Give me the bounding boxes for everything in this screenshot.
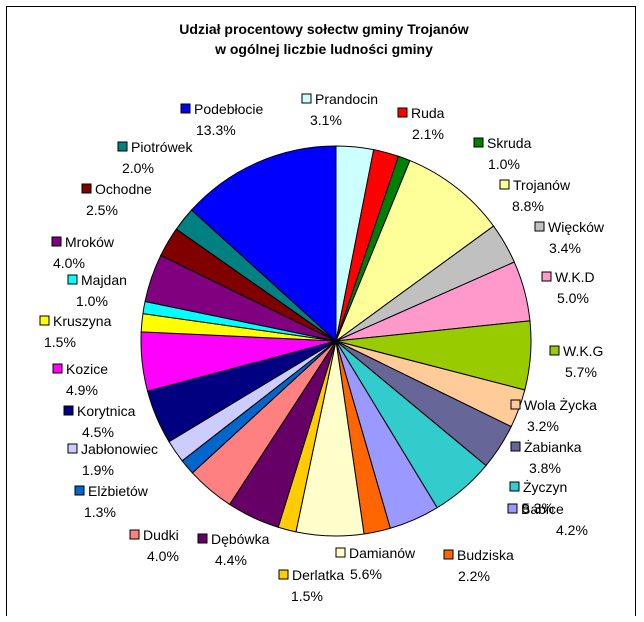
label-value-zyczyn: 5.3% <box>522 500 554 516</box>
label-name-derlatka: Derlatka <box>292 567 344 583</box>
label-marker-wieckow <box>534 221 545 232</box>
label-value-derlatka: 1.5% <box>291 588 323 604</box>
label-value-kozice: 4.9% <box>66 382 98 398</box>
label-marker-budziska <box>443 549 454 560</box>
label-name-dudki: Dudki <box>143 527 179 543</box>
label-marker-babice <box>507 503 518 514</box>
label-name-babice: Babice <box>521 501 564 517</box>
label-name-kruszyna: Kruszyna <box>53 313 112 329</box>
label-name-ochodne: Ochodne <box>95 181 152 197</box>
label-name-kozice: Kozice <box>66 361 108 377</box>
label-marker-jablonowiec <box>67 443 78 454</box>
label-marker-ochodne <box>81 183 92 194</box>
label-marker-ruda <box>397 107 408 118</box>
chart-subtitle: w ogólnej liczbie ludności gminy <box>214 41 433 57</box>
label-marker-trojanow <box>499 179 510 190</box>
label-name-majdan: Majdan <box>81 272 127 288</box>
label-name-piotrowek: Piotrówek <box>131 139 193 155</box>
label-value-elzbietow: 1.3% <box>84 504 116 520</box>
label-value-babice: 4.2% <box>556 522 588 538</box>
label-name-zabianka: Żabianka <box>524 438 582 455</box>
label-name-jablonowiec: Jabłonowiec <box>81 441 158 457</box>
label-name-elzbietow: Elżbietów <box>88 483 149 499</box>
label-value-w-k-g: 5.7% <box>565 364 597 380</box>
label-marker-zabianka <box>510 441 521 452</box>
label-value-zabianka: 3.8% <box>529 460 561 476</box>
label-value-w-k-d: 5.0% <box>557 290 589 306</box>
label-marker-mrokow <box>51 236 62 247</box>
label-value-korytnica: 4.5% <box>82 424 114 440</box>
label-marker-dudki <box>129 529 140 540</box>
label-value-ruda: 2.1% <box>412 126 444 142</box>
label-marker-korytnica <box>63 405 74 416</box>
pie-labels: Prandocin 3.1% Ruda 2.1% Skruda 1.0% Trojanów 8… <box>39 91 605 604</box>
label-name-prandocin: Prandocin <box>315 91 378 107</box>
label-value-wieckow: 3.4% <box>549 240 581 256</box>
slice-podeblocie <box>190 145 337 343</box>
label-name-mrokow: Mroków <box>65 234 115 250</box>
label-name-w-k-d: W.K.D <box>555 269 595 285</box>
slice-trojanow <box>334 159 495 343</box>
label-name-budziska: Budziska <box>457 547 514 563</box>
label-name-skruda: Skruda <box>487 135 532 151</box>
label-marker-wola-zycka <box>510 399 521 410</box>
label-marker-piotrowek <box>117 141 128 152</box>
label-marker-majdan <box>67 274 78 285</box>
label-marker-damianow <box>335 547 346 558</box>
chart-frame <box>6 6 636 616</box>
label-value-kruszyna: 1.5% <box>44 334 76 350</box>
label-marker-w-k-d <box>541 271 552 282</box>
label-name-w-k-g: W.K.G <box>563 343 603 359</box>
label-marker-elzbietow <box>74 485 85 496</box>
label-marker-kozice <box>52 363 63 374</box>
chart-title: Udział procentowy sołectw gminy Trojanów <box>179 21 468 37</box>
label-value-trojanow: 8.8% <box>512 198 544 214</box>
label-value-ochodne: 2.5% <box>86 202 118 218</box>
label-marker-derlatka <box>278 569 289 580</box>
label-marker-podeblocie <box>180 103 191 114</box>
label-value-mrokow: 4.0% <box>53 255 85 271</box>
label-marker-prandocin <box>301 93 312 104</box>
pie-slices <box>140 145 532 537</box>
label-name-zyczyn: Życzyn <box>523 478 567 495</box>
label-marker-debowka <box>197 533 208 544</box>
label-name-podeblocie: Podebłocie <box>194 101 263 117</box>
label-name-ruda: Ruda <box>411 105 445 121</box>
label-value-budziska: 2.2% <box>458 568 490 584</box>
label-value-piotrowek: 2.0% <box>122 160 154 176</box>
label-marker-kruszyna <box>39 315 50 326</box>
label-marker-w-k-g <box>549 345 560 356</box>
label-name-korytnica: Korytnica <box>77 403 136 419</box>
label-value-jablonowiec: 1.9% <box>82 462 114 478</box>
label-name-wola-zycka: Wola Życka <box>524 396 597 413</box>
label-value-damianow: 5.6% <box>350 566 382 582</box>
label-name-trojanow: Trojanów <box>513 177 571 193</box>
label-name-wieckow: Więcków <box>548 219 605 235</box>
label-value-majdan: 1.0% <box>76 293 108 309</box>
label-value-dudki: 4.0% <box>147 548 179 564</box>
label-value-podeblocie: 13.3% <box>196 122 236 138</box>
label-marker-skruda <box>473 137 484 148</box>
label-value-debowka: 4.4% <box>215 552 247 568</box>
label-name-damianow: Damianów <box>349 545 416 561</box>
label-name-debowka: Dębówka <box>211 531 270 547</box>
label-marker-zyczyn <box>509 481 520 492</box>
label-value-prandocin: 3.1% <box>310 112 342 128</box>
label-value-wola-zycka: 3.2% <box>527 418 559 434</box>
label-value-skruda: 1.0% <box>488 156 520 172</box>
